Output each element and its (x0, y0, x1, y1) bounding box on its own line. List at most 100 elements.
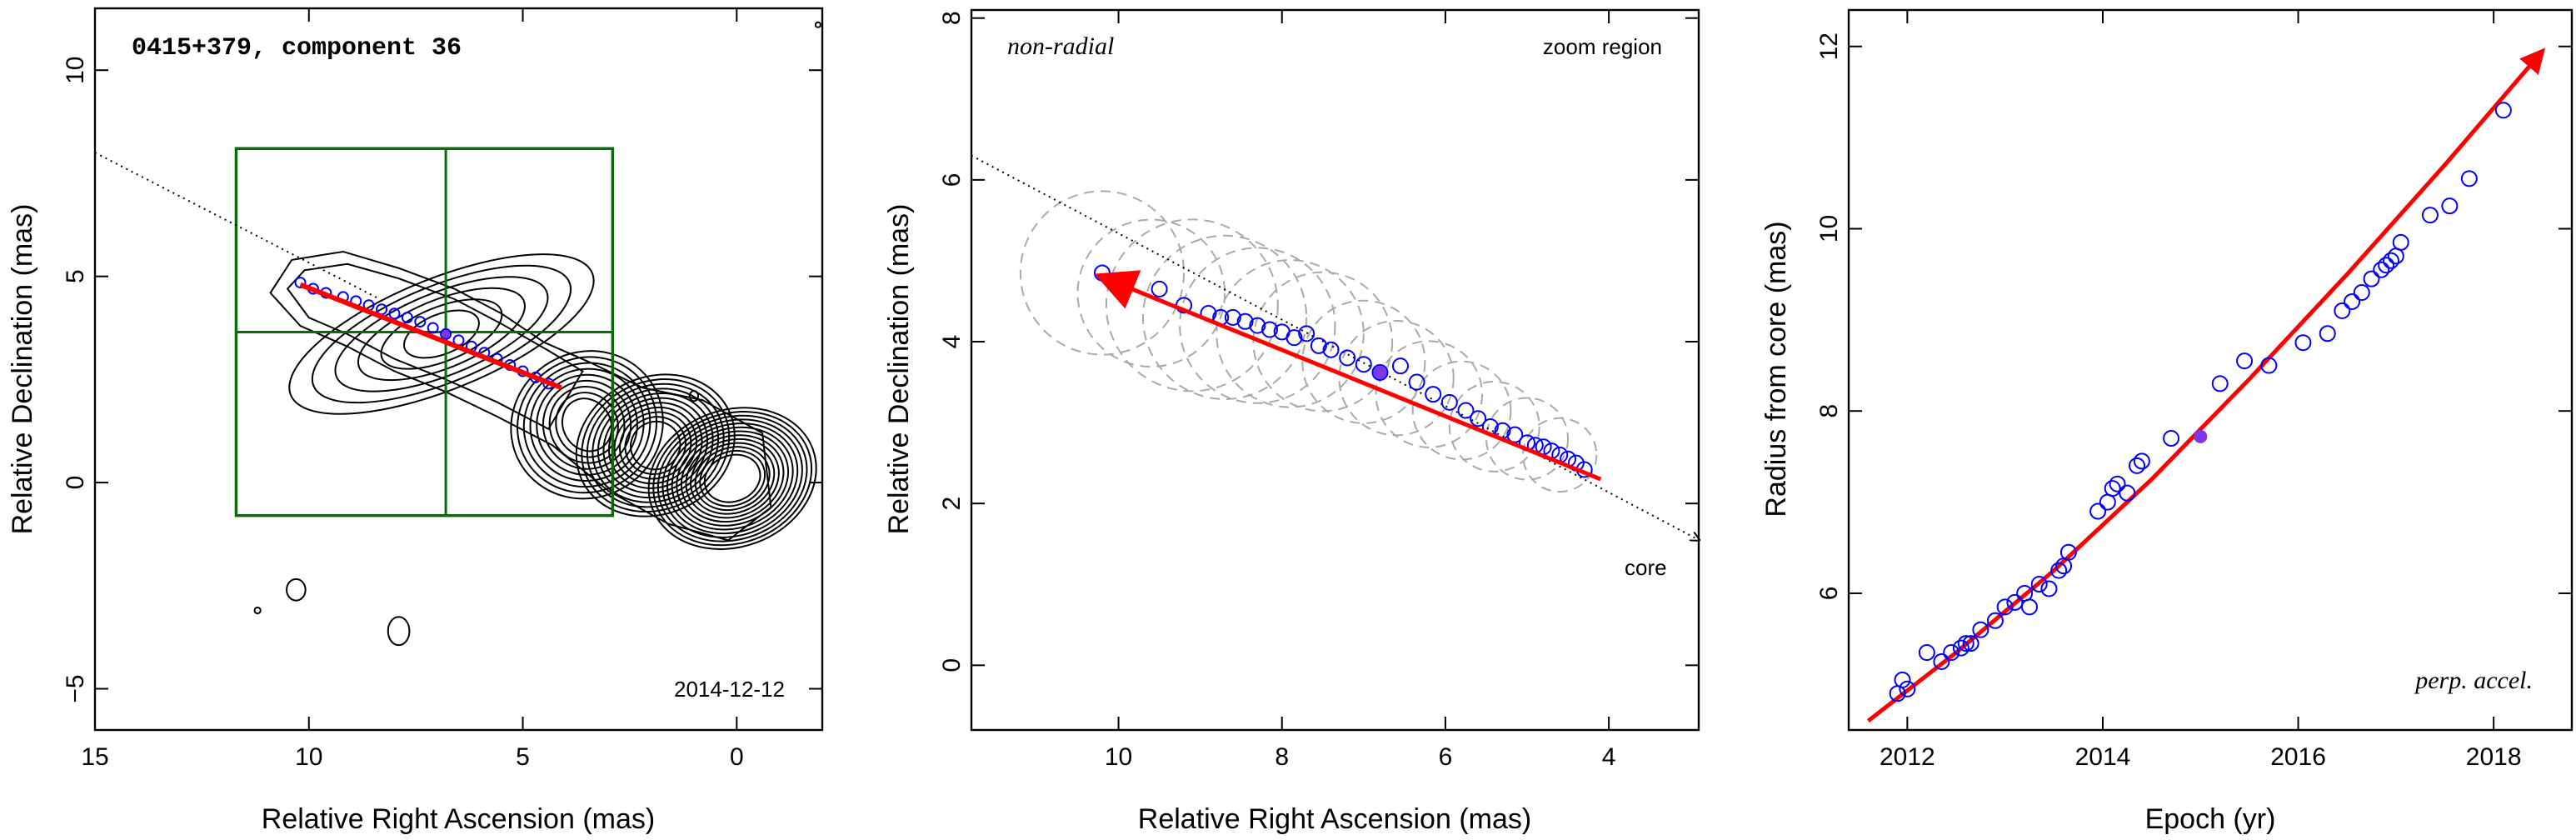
gaussian-component (1252, 271, 1394, 412)
data-point (2163, 430, 2180, 448)
gaussian-component (1301, 299, 1426, 424)
contour (666, 422, 799, 535)
contour (597, 392, 714, 499)
data-point (1261, 321, 1279, 338)
x-axis-label: Relative Right Ascension (mas) (262, 803, 655, 835)
data-point (2494, 102, 2512, 119)
y-tick-label: 2 (938, 497, 966, 511)
contour (602, 397, 709, 494)
x-tick-label: 10 (1105, 743, 1132, 771)
y-tick-label: 8 (938, 11, 966, 25)
data-point (2030, 576, 2048, 593)
data-point (2441, 198, 2459, 215)
data-point (1151, 280, 1168, 298)
contour (403, 309, 480, 359)
gaussian-component (1485, 397, 1570, 481)
y-tick-label: 6 (1815, 587, 1843, 601)
label-zoom-region: zoom region (1543, 34, 1662, 59)
contour-island (814, 21, 821, 28)
data-point (2383, 252, 2399, 269)
data-point (440, 328, 452, 340)
data-point (2021, 598, 2038, 616)
data-point (2344, 292, 2361, 310)
contour (613, 406, 697, 485)
data-point (2373, 261, 2390, 278)
data-point (1899, 680, 1916, 698)
x-tick-label: 4 (1602, 743, 1616, 771)
panel-contour-map: 15 10 5 0 −5 0 5 10 0415+379, component 36 2014… (7, 7, 824, 835)
data-point (2059, 543, 2077, 561)
data-point (2334, 302, 2351, 319)
contour-envelope (286, 262, 584, 431)
y-tick-label: −5 (62, 674, 89, 702)
motion-vector (299, 282, 562, 391)
direction-line (94, 152, 378, 299)
data-point (2050, 562, 2068, 579)
label-non-radial: non-radial (1007, 32, 1114, 60)
x-tick-label: 2016 (2270, 743, 2326, 771)
data-point (401, 312, 413, 324)
data-point (1391, 358, 1409, 375)
x-tick-label: 10 (295, 743, 322, 771)
data-point (2104, 480, 2121, 498)
contour (334, 276, 549, 392)
data-point (1371, 363, 1389, 381)
data-point (1339, 349, 1356, 367)
contour-island (286, 578, 307, 602)
gaussian-component (1141, 234, 1308, 400)
contour-envelope (269, 250, 772, 542)
data-point (1986, 612, 2004, 629)
x-tick-label: 6 (1439, 743, 1453, 771)
y-tick-label: 8 (1815, 404, 1843, 418)
highlight-point (442, 329, 451, 338)
data-point (1996, 598, 2014, 616)
highlight-point (2194, 429, 2208, 443)
data-point (1236, 312, 1254, 330)
contour (522, 362, 651, 488)
gaussian-component (1076, 218, 1226, 368)
contour (548, 386, 626, 464)
axis-ticks: 15 10 5 0 −5 0 5 10 (62, 8, 822, 771)
data-point (1440, 393, 1458, 411)
label-perp-accel: perp. accel. (2414, 667, 2533, 694)
data-point (1962, 635, 1979, 652)
data-point (2119, 484, 2136, 502)
gaussian-component (1179, 247, 1336, 404)
contour (676, 430, 790, 527)
contour-island (688, 390, 700, 402)
contour (311, 264, 572, 404)
plot-frame (1847, 8, 2574, 732)
y-tick-label: 5 (62, 269, 89, 283)
plot-frame (970, 8, 1700, 732)
y-tick-label: 0 (938, 658, 966, 672)
data-point (2319, 325, 2336, 342)
data-point (2392, 233, 2409, 251)
contour (575, 373, 736, 518)
y-tick-label: 0 (62, 476, 89, 490)
contour (581, 378, 731, 513)
data-point (2460, 170, 2478, 188)
gaussian-component (1522, 417, 1598, 493)
data-point (1933, 652, 1950, 670)
x-tick-label: 2012 (1880, 743, 1935, 771)
plot-frame (93, 7, 824, 732)
data-point (2133, 452, 2150, 470)
data-point (2040, 580, 2058, 598)
direction-line (971, 154, 1699, 540)
data-point (2363, 270, 2380, 288)
data-point (427, 322, 439, 334)
data-point (1224, 308, 1241, 326)
data-point (388, 308, 401, 320)
contour-island (387, 616, 411, 647)
y-tick-label: 4 (938, 335, 966, 349)
motion-vector (1094, 270, 1602, 482)
data-point (1355, 356, 1372, 373)
y-axis-label: Relative Declination (mas) (7, 204, 38, 535)
data-point (2294, 334, 2312, 352)
panel-title: 0415+379, component 36 (132, 34, 462, 62)
gaussian-component (1448, 381, 1540, 472)
data-point (1408, 373, 1425, 391)
x-tick-label: 8 (1275, 743, 1289, 771)
data-point (2236, 352, 2254, 370)
